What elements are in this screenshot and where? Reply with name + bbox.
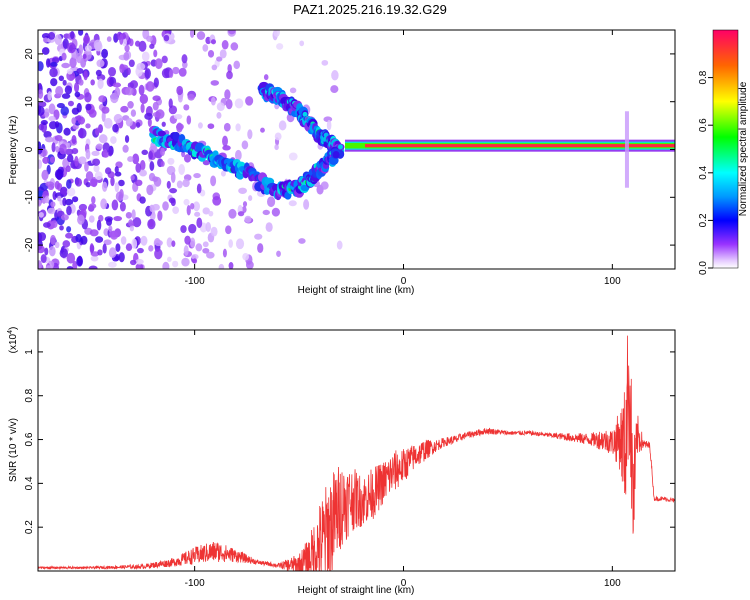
colorbar: 0.0 0.2 0.4 0.6 0.8 Normalized spectral ampl… <box>698 29 749 275</box>
colorbar-tick-label: 0.6 <box>698 118 709 132</box>
snr-y-tick-label: 0.2 <box>24 520 35 534</box>
spectrogram-y-ticks: -20 -10 0 10 20 <box>24 48 675 252</box>
spectrogram-x-tick-label: -100 <box>185 276 205 287</box>
snr-x-tick-label: -100 <box>185 578 205 589</box>
snr-frame <box>37 329 676 572</box>
snr-y-tick-label: 0.4 <box>24 476 35 490</box>
snr-x-label: Height of straight line (km) <box>298 585 415 596</box>
colorbar-tick-label: 0.0 <box>698 261 709 275</box>
colorbar-ticks: 0.0 0.2 0.4 0.6 0.8 <box>698 70 713 275</box>
spectrogram-x-ticks: -100 0 100 <box>185 30 621 287</box>
spectrogram-y-tick-label: 20 <box>24 48 35 60</box>
spectrogram-x-tick-label: 100 <box>604 276 621 287</box>
snr-panel: -100 0 100 0.2 0.4 0.6 0.8 1 Height of straigh… <box>7 327 676 596</box>
spectrogram-y-label: Frequency (Hz) <box>8 116 19 185</box>
spectrogram-y-tick-label: 0 <box>24 146 35 152</box>
spectrogram-x-label: Height of straight line (km) <box>298 285 415 296</box>
snr-x-tick-label: 100 <box>604 578 621 589</box>
spectrogram-x-tick-label: 0 <box>401 276 407 287</box>
snr-y-ticks: 0.2 0.4 0.6 0.8 1 <box>24 349 675 534</box>
colorbar-tick-label: 0.2 <box>698 213 709 227</box>
colorbar-gradient <box>712 29 739 269</box>
snr-x-tick-label: 0 <box>401 578 407 589</box>
chart-title: PAZ1.2025.216.19.32.G29 <box>293 2 447 17</box>
snr-y-tick-label: 1 <box>24 349 35 355</box>
snr-y-label: SNR (10 * v/v) <box>8 418 19 482</box>
snr-y-tick-label: 0.8 <box>24 388 35 402</box>
spectrogram-y-tick-label: 10 <box>24 96 35 108</box>
spectrogram-heatmap <box>38 30 675 269</box>
spectrogram-y-tick-label: -10 <box>24 190 35 205</box>
snr-y-tick-label: 0.6 <box>24 432 35 446</box>
colorbar-tick-label: 0.4 <box>698 165 709 179</box>
colorbar-tick-label: 0.8 <box>698 70 709 84</box>
snr-y-scale: (x104) <box>7 327 19 354</box>
snr-series-line <box>38 335 675 571</box>
spectrogram-y-tick-label: -20 <box>24 237 35 252</box>
colorbar-label: Normalized spectral amplitude <box>738 81 749 216</box>
snr-x-ticks: -100 0 100 <box>185 330 621 589</box>
snr-background <box>38 330 675 571</box>
